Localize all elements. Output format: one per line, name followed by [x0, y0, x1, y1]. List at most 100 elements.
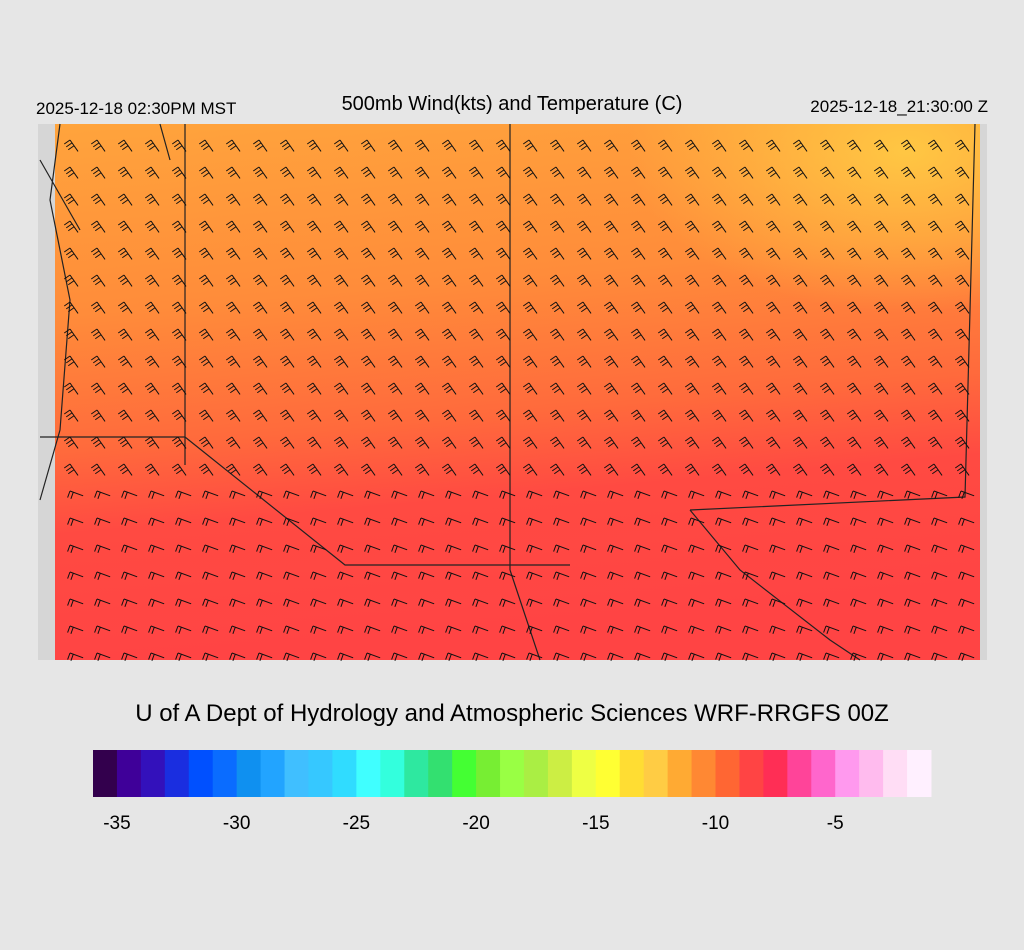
wind-barb: [387, 301, 403, 314]
wind-barb: [657, 355, 673, 368]
wind-barb: [472, 517, 489, 526]
wind-barb: [927, 436, 943, 449]
wind-barb: [688, 598, 705, 607]
wind-barb: [202, 598, 219, 607]
wind-barb: [954, 463, 970, 476]
wind-barb: [171, 409, 187, 422]
wind-barb: [391, 571, 408, 580]
wind-barb: [333, 382, 349, 395]
wind-barb: [337, 652, 354, 661]
colorbar-tick-label: -35: [103, 813, 130, 834]
wind-barb: [603, 328, 619, 341]
wind-barb: [792, 328, 808, 341]
wind-barb: [661, 544, 678, 553]
wind-barb: [364, 625, 381, 634]
wind-barb: [499, 652, 516, 661]
colorbar-swatch: [212, 750, 238, 797]
wind-barb: [657, 247, 673, 260]
wind-barb: [225, 328, 241, 341]
wind-barb: [117, 409, 133, 422]
wind-barb: [603, 355, 619, 368]
wind-barb: [364, 598, 381, 607]
wind-barb: [522, 193, 538, 206]
wind-barb: [387, 436, 403, 449]
wind-barb: [117, 355, 133, 368]
wind-barb: [576, 166, 592, 179]
wind-barb: [657, 274, 673, 287]
wind-barb: [684, 328, 700, 341]
wind-barb: [684, 463, 700, 476]
wind-barb: [391, 544, 408, 553]
wind-barb: [414, 436, 430, 449]
wind-barb: [549, 382, 565, 395]
wind-barb: [144, 409, 160, 422]
wind-barb: [121, 544, 138, 553]
wind-barb: [850, 544, 867, 553]
wind-barb: [684, 436, 700, 449]
wind-barb: [765, 274, 781, 287]
colorbar-swatch: [811, 750, 836, 797]
wind-barb: [711, 166, 727, 179]
colorbar-swatch: [140, 750, 166, 797]
wind-barb: [549, 139, 565, 152]
wind-barb: [225, 409, 241, 422]
wind-barb: [904, 517, 921, 526]
wind-barb: [661, 517, 678, 526]
wind-barb: [94, 598, 111, 607]
wind-barb: [742, 544, 759, 553]
wind-barb: [333, 166, 349, 179]
wind-barb: [873, 436, 889, 449]
wind-barb: [661, 571, 678, 580]
wind-barb: [495, 463, 511, 476]
wind-barb: [873, 139, 889, 152]
wind-barb: [90, 409, 106, 422]
wind-barb: [877, 598, 894, 607]
wind-barb: [526, 544, 543, 553]
wind-barb: [414, 220, 430, 233]
wind-barb: [549, 328, 565, 341]
wind-barb: [333, 247, 349, 260]
wind-barb: [792, 274, 808, 287]
colorbar-swatch: [691, 750, 717, 797]
wind-barb: [765, 463, 781, 476]
wind-barb: [576, 247, 592, 260]
wind-barb: [603, 409, 619, 422]
wind-barb: [630, 409, 646, 422]
wind-barb: [607, 517, 624, 526]
wind-barb: [418, 490, 435, 499]
colorbar-swatch: [523, 750, 549, 797]
wind-barb: [576, 220, 592, 233]
wind-barb: [495, 247, 511, 260]
colorbar-tick-label: -10: [702, 813, 729, 834]
wind-barb: [823, 652, 840, 661]
wind-barb: [306, 355, 322, 368]
colorbar-swatch: [452, 750, 477, 797]
wind-barb: [418, 571, 435, 580]
wind-barb: [684, 220, 700, 233]
wind-barb: [958, 544, 975, 553]
wind-barb: [310, 625, 327, 634]
wind-barb: [796, 652, 813, 661]
wind-barb: [360, 328, 376, 341]
wind-barb: [630, 166, 646, 179]
colorbar-swatch: [715, 750, 740, 797]
wind-barb: [526, 490, 543, 499]
wind-barb: [522, 328, 538, 341]
wind-barb: [684, 274, 700, 287]
wind-barb: [229, 544, 246, 553]
wind-barb: [63, 328, 79, 341]
wind-barb: [171, 247, 187, 260]
wind-barb: [634, 544, 651, 553]
wind-barb: [549, 274, 565, 287]
wind-barb: [634, 652, 651, 661]
colorbar-swatch: [164, 750, 190, 797]
wind-barb: [742, 571, 759, 580]
wind-barb: [67, 517, 84, 526]
wind-barb: [819, 409, 835, 422]
wind-barb: [792, 301, 808, 314]
wind-barb: [607, 571, 624, 580]
wind-barb: [418, 625, 435, 634]
wind-barb: [148, 571, 165, 580]
wind-barb: [549, 166, 565, 179]
wind-barb: [522, 463, 538, 476]
